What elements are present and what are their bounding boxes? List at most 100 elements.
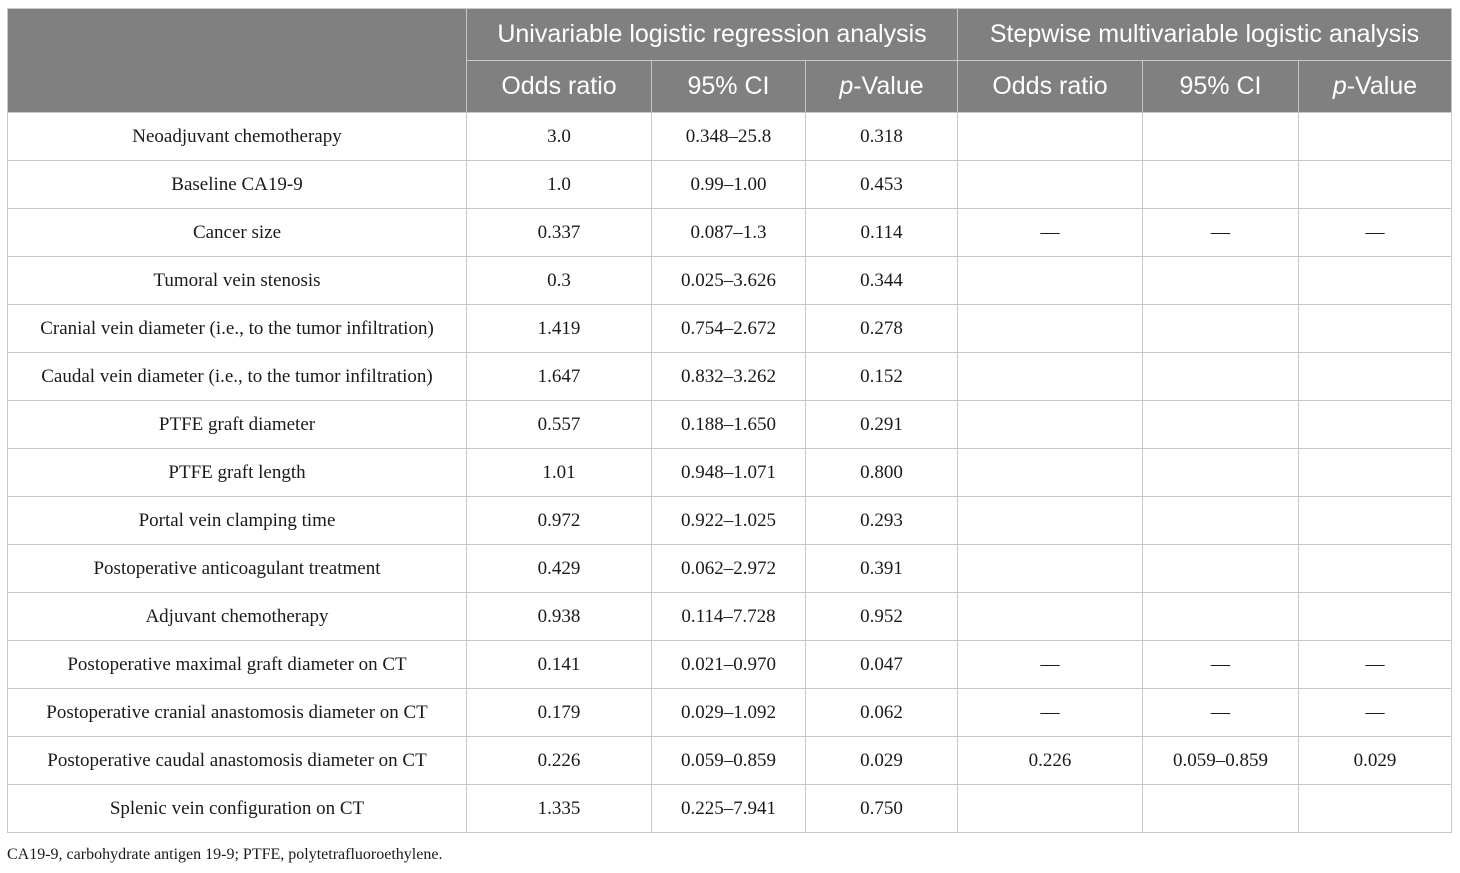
multi-ci xyxy=(1142,592,1299,641)
table-row: Neoadjuvant chemotherapy 3.0 0.348–25.8 … xyxy=(7,112,1452,161)
table-body: Neoadjuvant chemotherapy 3.0 0.348–25.8 … xyxy=(7,112,1452,833)
uni-ci: 0.754–2.672 xyxy=(651,304,806,353)
multi-odds-ratio xyxy=(957,400,1143,449)
uni-ci: 0.087–1.3 xyxy=(651,208,806,257)
uni-odds-ratio: 0.337 xyxy=(466,208,652,257)
multi-ci xyxy=(1142,304,1299,353)
variable-name: PTFE graft diameter xyxy=(7,400,467,449)
multi-ci: 0.059–0.859 xyxy=(1142,736,1299,785)
multi-ci xyxy=(1142,448,1299,497)
uni-p-value: 0.952 xyxy=(805,592,958,641)
multi-ci: — xyxy=(1142,688,1299,737)
multi-ci xyxy=(1142,400,1299,449)
multi-p-value: 0.029 xyxy=(1298,736,1452,785)
header-uni-p-value: p-Value xyxy=(805,60,958,113)
multi-ci xyxy=(1142,496,1299,545)
header-row-groups: Univariable logistic regression analysis… xyxy=(7,8,1452,113)
header-multi-ci: 95% CI xyxy=(1142,60,1299,113)
uni-p-value: 0.344 xyxy=(805,256,958,305)
variable-name: Postoperative maximal graft diameter on … xyxy=(7,640,467,689)
multi-p-value: — xyxy=(1298,688,1452,737)
uni-odds-ratio: 0.938 xyxy=(466,592,652,641)
variable-name: Neoadjuvant chemotherapy xyxy=(7,112,467,161)
table-row: Splenic vein configuration on CT 1.335 0… xyxy=(7,784,1452,833)
uni-p-value: 0.453 xyxy=(805,160,958,209)
table-row: Postoperative anticoagulant treatment 0.… xyxy=(7,544,1452,593)
table-row: Postoperative cranial anastomosis diamet… xyxy=(7,688,1452,737)
header-univariable-group: Univariable logistic regression analysis xyxy=(466,8,958,61)
table-row: Portal vein clamping time 0.972 0.922–1.… xyxy=(7,496,1452,545)
variable-name: Postoperative anticoagulant treatment xyxy=(7,544,467,593)
multi-p-value: — xyxy=(1298,640,1452,689)
multi-odds-ratio: — xyxy=(957,688,1143,737)
header-multi-odds-ratio: Odds ratio xyxy=(957,60,1143,113)
multi-odds-ratio xyxy=(957,448,1143,497)
uni-p-value: 0.391 xyxy=(805,544,958,593)
multi-odds-ratio xyxy=(957,112,1143,161)
uni-ci: 0.029–1.092 xyxy=(651,688,806,737)
uni-ci: 0.948–1.071 xyxy=(651,448,806,497)
multi-odds-ratio: 0.226 xyxy=(957,736,1143,785)
header-multivariable-group: Stepwise multivariable logistic analysis xyxy=(957,8,1452,61)
table-row: Postoperative maximal graft diameter on … xyxy=(7,640,1452,689)
uni-ci: 0.025–3.626 xyxy=(651,256,806,305)
uni-p-value: 0.318 xyxy=(805,112,958,161)
multi-odds-ratio: — xyxy=(957,208,1143,257)
multi-ci xyxy=(1142,256,1299,305)
uni-ci: 0.348–25.8 xyxy=(651,112,806,161)
multi-p-value xyxy=(1298,544,1452,593)
uni-p-value: 0.114 xyxy=(805,208,958,257)
table-row: Cancer size 0.337 0.087–1.3 0.114 — — — xyxy=(7,208,1452,257)
variable-name: Postoperative caudal anastomosis diamete… xyxy=(7,736,467,785)
uni-odds-ratio: 1.419 xyxy=(466,304,652,353)
variable-name: Baseline CA19-9 xyxy=(7,160,467,209)
multi-ci: — xyxy=(1142,208,1299,257)
multi-p-value: — xyxy=(1298,208,1452,257)
table-row: Cranial vein diameter (i.e., to the tumo… xyxy=(7,304,1452,353)
multi-p-value xyxy=(1298,160,1452,209)
uni-p-value: 0.047 xyxy=(805,640,958,689)
table-row: Baseline CA19-9 1.0 0.99–1.00 0.453 xyxy=(7,160,1452,209)
header-uni-odds-ratio: Odds ratio xyxy=(466,60,652,113)
uni-odds-ratio: 0.429 xyxy=(466,544,652,593)
multi-ci xyxy=(1142,352,1299,401)
multi-p-value xyxy=(1298,304,1452,353)
uni-ci: 0.832–3.262 xyxy=(651,352,806,401)
uni-p-value: 0.278 xyxy=(805,304,958,353)
header-variable-cell xyxy=(7,8,467,113)
table-footnote: CA19-9, carbohydrate antigen 19-9; PTFE,… xyxy=(7,846,443,863)
uni-ci: 0.021–0.970 xyxy=(651,640,806,689)
table-row: Tumoral vein stenosis 0.3 0.025–3.626 0.… xyxy=(7,256,1452,305)
uni-p-value: 0.293 xyxy=(805,496,958,545)
variable-name: Portal vein clamping time xyxy=(7,496,467,545)
variable-name: Caudal vein diameter (i.e., to the tumor… xyxy=(7,352,467,401)
variable-name: PTFE graft length xyxy=(7,448,467,497)
uni-p-value: 0.062 xyxy=(805,688,958,737)
variable-name: Adjuvant chemotherapy xyxy=(7,592,467,641)
multi-p-value xyxy=(1298,256,1452,305)
uni-odds-ratio: 0.557 xyxy=(466,400,652,449)
multi-ci xyxy=(1142,784,1299,833)
multi-p-value xyxy=(1298,112,1452,161)
multi-ci xyxy=(1142,160,1299,209)
multi-p-value xyxy=(1298,352,1452,401)
uni-odds-ratio: 0.179 xyxy=(466,688,652,737)
uni-ci: 0.114–7.728 xyxy=(651,592,806,641)
multi-odds-ratio xyxy=(957,784,1143,833)
multi-p-value xyxy=(1298,496,1452,545)
uni-p-value: 0.750 xyxy=(805,784,958,833)
multi-odds-ratio xyxy=(957,592,1143,641)
uni-odds-ratio: 0.3 xyxy=(466,256,652,305)
uni-odds-ratio: 1.335 xyxy=(466,784,652,833)
multi-p-value xyxy=(1298,400,1452,449)
table-row: PTFE graft diameter 0.557 0.188–1.650 0.… xyxy=(7,400,1452,449)
uni-odds-ratio: 1.647 xyxy=(466,352,652,401)
table-header: Univariable logistic regression analysis… xyxy=(7,8,1452,113)
multi-p-value xyxy=(1298,592,1452,641)
multi-ci xyxy=(1142,544,1299,593)
header-row-columns: Odds ratio 95% CI p-Value Odds ratio 95%… xyxy=(8,60,1452,113)
uni-ci: 0.99–1.00 xyxy=(651,160,806,209)
variable-name: Postoperative cranial anastomosis diamet… xyxy=(7,688,467,737)
multi-p-value xyxy=(1298,448,1452,497)
multi-odds-ratio xyxy=(957,544,1143,593)
